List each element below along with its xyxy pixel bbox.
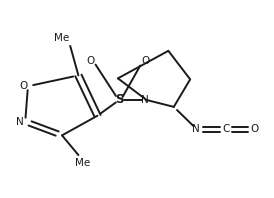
Text: C: C [222, 125, 229, 134]
Text: O: O [87, 56, 95, 66]
Text: Me: Me [75, 158, 90, 168]
Text: Me: Me [55, 33, 70, 43]
Text: O: O [141, 56, 149, 66]
Text: S: S [115, 93, 124, 107]
Text: N: N [192, 125, 199, 134]
Text: O: O [250, 125, 258, 134]
Text: N: N [141, 95, 149, 105]
Text: O: O [19, 81, 27, 91]
Text: N: N [16, 117, 24, 127]
